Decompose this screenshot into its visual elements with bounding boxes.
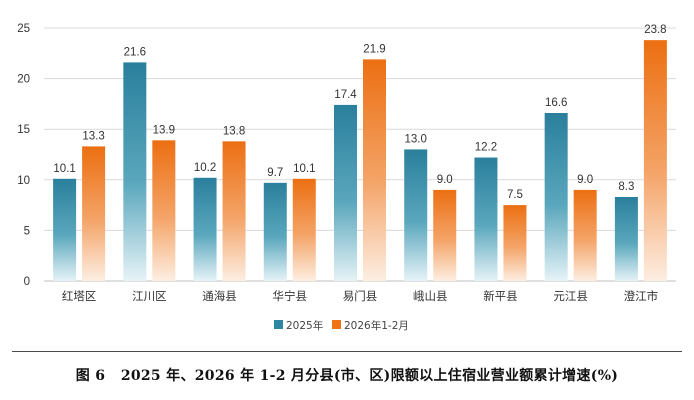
category-label: 澄江市 [624,289,659,303]
legend-label-2025: 2025年 [286,319,323,332]
bar-2025 [53,178,77,281]
data-label: 13.8 [223,125,245,137]
bar-2026-jan-feb [363,59,386,281]
data-label: 9.0 [577,174,593,186]
data-label: 12.2 [475,142,497,154]
bar-2026-jan-feb [222,141,246,281]
data-label: 7.5 [507,189,523,201]
data-label: 21.9 [363,43,385,55]
caption-divider [12,351,682,352]
y-tick-label: 20 [17,74,30,86]
legend-swatch-2025 [274,320,283,329]
data-label: 17.4 [334,89,357,101]
data-label: 10.1 [53,163,75,175]
category-label: 易门县 [343,289,378,303]
data-label: 23.8 [644,24,666,36]
bar-2026-jan-feb [292,178,316,281]
bar-2025 [474,157,498,281]
bar-2026-jan-feb [573,189,597,281]
data-label: 9.0 [437,174,453,186]
bar-2025 [544,113,568,282]
bar-2026-jan-feb [503,205,527,281]
data-label: 9.7 [267,167,283,179]
data-label: 8.3 [618,181,634,193]
category-label: 红塔区 [62,289,97,303]
bar-2026-jan-feb [152,140,176,281]
data-label: 10.1 [293,163,315,175]
legend-label-2026: 2026年1-2月 [344,319,409,332]
bar-2026-jan-feb [433,189,457,281]
legend: 2025年 2026年1-2月 [274,319,409,332]
bar-2026-jan-feb [643,40,667,282]
category-label: 华宁县 [273,289,308,303]
bar-2025 [263,182,287,281]
y-tick-label: 10 [17,175,30,187]
x-axis-categories: 红塔区 江川区 通海县 华宁县 易门县 峨山县 新平县 元江县 澄江市 [62,289,658,303]
category-label: 元江县 [553,289,588,303]
bar-2025 [614,197,638,281]
data-label: 13.9 [153,124,175,136]
figure-caption: 图 6 2025 年、2026 年 1-2 月分县(市、区)限额以上住宿业营业额… [0,365,694,385]
y-tick-label: 0 [24,276,30,288]
bar-2025 [334,104,357,281]
gridlines [44,27,676,282]
category-label: 峨山县 [413,289,448,303]
category-label: 江川区 [132,289,167,303]
figure-title: 2025 年、2026 年 1-2 月分县(市、区)限额以上住宿业营业额累计增速… [120,368,619,384]
legend-swatch-2026 [332,320,341,329]
value-labels: 10.1 13.3 21.6 13.9 10.2 13.8 9.7 10.1 17.4 21.9 1… [53,24,666,201]
bar-2025 [193,177,217,281]
data-label: 13.3 [82,130,104,142]
category-label: 新平县 [483,289,518,303]
y-tick-label: 25 [17,23,30,35]
bars [53,40,667,282]
data-label: 10.2 [194,162,216,174]
data-label: 21.6 [124,46,146,58]
bar-2025 [123,62,147,281]
y-axis-ticks: 0 5 10 15 20 25 [17,23,30,288]
data-label: 13.0 [405,133,427,145]
y-tick-label: 15 [17,124,30,136]
bar-2025 [404,149,428,281]
y-tick-label: 5 [24,225,30,237]
figure-number: 图 6 [75,368,106,384]
bar-2026-jan-feb [82,146,106,281]
data-label: 16.6 [545,97,567,109]
category-label: 通海县 [202,289,237,303]
